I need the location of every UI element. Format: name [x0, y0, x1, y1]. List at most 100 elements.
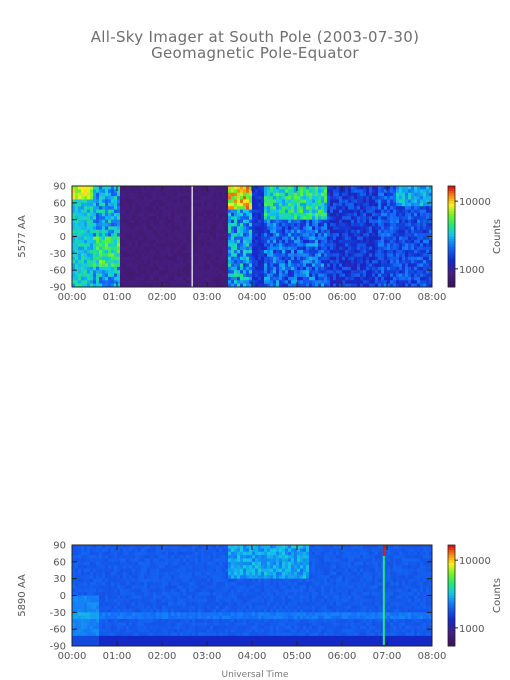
- heatmap-cell: [165, 270, 169, 274]
- heatmap-cell: [138, 602, 142, 606]
- heatmap-cell: [180, 283, 184, 288]
- heatmap-cell: [258, 283, 262, 288]
- heatmap-cell: [348, 256, 352, 261]
- heatmap-cell: [156, 233, 160, 237]
- heatmap-cell: [420, 202, 424, 207]
- heatmap-cell: [183, 575, 187, 580]
- heatmap-cell: [150, 219, 154, 224]
- heatmap-cell: [123, 595, 127, 600]
- heatmap-cell: [285, 253, 289, 258]
- heatmap-cell: [309, 256, 313, 261]
- heatmap-cell: [105, 209, 109, 214]
- heatmap-cell: [327, 273, 331, 278]
- heatmap-cell: [81, 595, 85, 600]
- heatmap-cell: [213, 219, 217, 224]
- heatmap-cell: [93, 622, 97, 627]
- heatmap-cell: [213, 239, 217, 244]
- heatmap-cell: [315, 186, 319, 190]
- heatmap-cell: [138, 283, 142, 288]
- heatmap-cell: [258, 236, 262, 241]
- heatmap-cell: [78, 263, 82, 268]
- heatmap-cell: [411, 243, 415, 247]
- heatmap-cell: [195, 551, 199, 556]
- heatmap-cell: [189, 243, 193, 247]
- heatmap-cell: [99, 196, 103, 200]
- heatmap-cell: [231, 280, 235, 285]
- heatmap-cell: [168, 605, 172, 610]
- heatmap-cell: [168, 598, 172, 603]
- heatmap-cell: [123, 243, 127, 247]
- heatmap-cell: [162, 588, 166, 593]
- heatmap-cell: [414, 212, 418, 217]
- heatmap-cell: [240, 223, 244, 227]
- heatmap-cell: [309, 243, 313, 247]
- heatmap-cell: [165, 555, 169, 559]
- heatmap-cell: [168, 568, 172, 573]
- colorbar-segment: [448, 264, 455, 268]
- heatmap-cell: [402, 226, 406, 231]
- heatmap-cell: [183, 226, 187, 231]
- heatmap-cell: [360, 199, 364, 204]
- heatmap-cell: [225, 199, 229, 204]
- heatmap-cell: [75, 202, 79, 207]
- heatmap-cell: [81, 548, 85, 553]
- heatmap-cell: [387, 256, 391, 261]
- heatmap-cell: [330, 223, 334, 227]
- heatmap-cell: [234, 216, 238, 221]
- heatmap-cell: [90, 219, 94, 224]
- heatmap-cell: [87, 615, 91, 620]
- heatmap-cell: [150, 639, 154, 644]
- colorbar-tick-label: 10000: [459, 197, 491, 208]
- heatmap-cell: [141, 622, 145, 627]
- heatmap-cell: [426, 263, 430, 268]
- heatmap-cell: [201, 260, 205, 264]
- heatmap-cell: [285, 246, 289, 251]
- heatmap-cell: [282, 246, 286, 251]
- heatmap-cell: [78, 551, 82, 556]
- heatmap-cell: [78, 253, 82, 258]
- heatmap-cell: [264, 236, 268, 241]
- heatmap-cell: [78, 260, 82, 264]
- heatmap-cell: [132, 639, 136, 644]
- heatmap-cell: [159, 243, 163, 247]
- heatmap-cell: [420, 270, 424, 274]
- heatmap-cell: [279, 236, 283, 241]
- heatmap-cell: [132, 276, 136, 281]
- heatmap-cell: [75, 209, 79, 214]
- heatmap-cell: [132, 592, 136, 596]
- heatmap-cell: [351, 283, 355, 288]
- heatmap-cell: [348, 199, 352, 204]
- heatmap-cell: [303, 216, 307, 221]
- heatmap-cell: [120, 280, 124, 285]
- heatmap-cell: [126, 212, 130, 217]
- heatmap-cell: [75, 571, 79, 576]
- heatmap-cell: [87, 236, 91, 241]
- heatmap-cell: [153, 605, 157, 610]
- heatmap-cell: [198, 202, 202, 207]
- heatmap-cell: [276, 256, 280, 261]
- heatmap-cell: [402, 216, 406, 221]
- heatmap-cell: [201, 236, 205, 241]
- heatmap-cell: [246, 249, 250, 254]
- heatmap-cell: [321, 216, 325, 221]
- heatmap-cell: [420, 209, 424, 214]
- heatmap-cell: [129, 575, 133, 580]
- heatmap-cell: [171, 266, 175, 271]
- heatmap-cell: [186, 236, 190, 241]
- heatmap-cell: [294, 199, 298, 204]
- heatmap-cell: [390, 229, 394, 234]
- heatmap-cell: [408, 192, 412, 197]
- heatmap-cell: [312, 189, 316, 194]
- heatmap-cell: [252, 236, 256, 241]
- heatmap-cell: [207, 229, 211, 234]
- heatmap-cell: [126, 625, 130, 630]
- heatmap-cell: [168, 578, 172, 583]
- heatmap-cell: [90, 615, 94, 620]
- heatmap-cell: [348, 216, 352, 221]
- heatmap-cell: [138, 236, 142, 241]
- heatmap-cell: [78, 216, 82, 221]
- heatmap-cell: [384, 206, 388, 210]
- heatmap-cell: [198, 558, 202, 563]
- heatmap-cell: [126, 642, 130, 647]
- heatmap-cell: [294, 192, 298, 197]
